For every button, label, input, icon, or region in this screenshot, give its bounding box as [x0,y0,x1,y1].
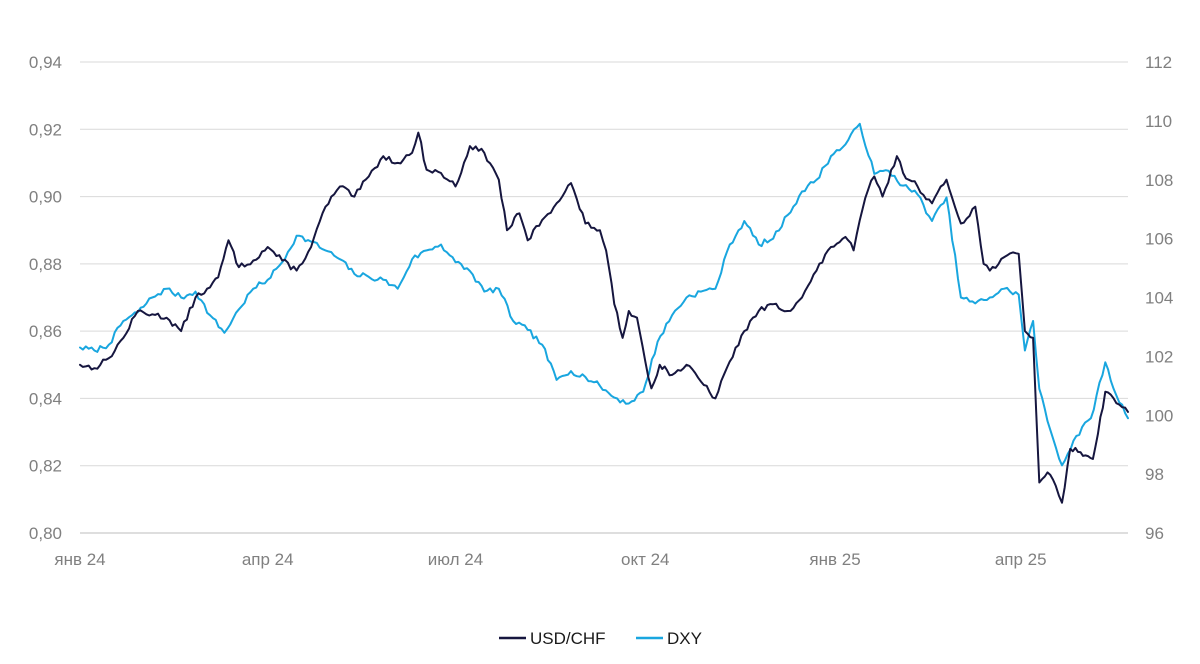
legend: USD/CHF DXY [499,629,702,648]
y-left-tick-label: 0,92 [29,120,62,139]
x-tick-label: апр 25 [995,550,1047,569]
y-left-tick-label: 0,94 [29,53,62,72]
legend-label: USD/CHF [530,629,606,648]
x-tick-label: июл 24 [428,550,483,569]
y-left-tick-label: 0,84 [29,389,62,408]
x-tick-label: янв 24 [54,550,105,569]
legend-label: DXY [667,629,702,648]
y-axis-left: 0,80 0,82 0,84 0,86 0,88 0,90 0,92 0,94 [29,53,62,543]
x-tick-label: окт 24 [621,550,670,569]
y-left-tick-label: 0,88 [29,255,62,274]
plot-area [79,122,1129,504]
gridlines [80,61,1128,534]
series-line-dxy [79,122,1129,467]
y-right-tick-label: 102 [1145,347,1173,366]
y-right-tick-label: 98 [1145,465,1164,484]
y-right-tick-label: 104 [1145,289,1173,308]
y-left-tick-label: 0,90 [29,188,62,207]
x-axis: янв 24 апр 24 июл 24 окт 24 янв 25 апр 25 [54,550,1046,569]
x-tick-label: апр 24 [242,550,294,569]
y-right-tick-label: 108 [1145,171,1173,190]
y-left-tick-label: 0,80 [29,524,62,543]
y-right-tick-label: 96 [1145,524,1164,543]
y-left-tick-label: 0,82 [29,457,62,476]
y-right-tick-label: 112 [1145,53,1172,72]
y-axis-right: 96 98 100 102 104 106 108 110 112 [1145,53,1173,543]
y-right-tick-label: 106 [1145,230,1173,249]
x-tick-label: янв 25 [809,550,860,569]
y-left-tick-label: 0,86 [29,322,62,341]
y-right-tick-label: 100 [1145,406,1173,425]
series-line-usd-chf [79,131,1129,504]
y-right-tick-label: 110 [1145,112,1172,131]
